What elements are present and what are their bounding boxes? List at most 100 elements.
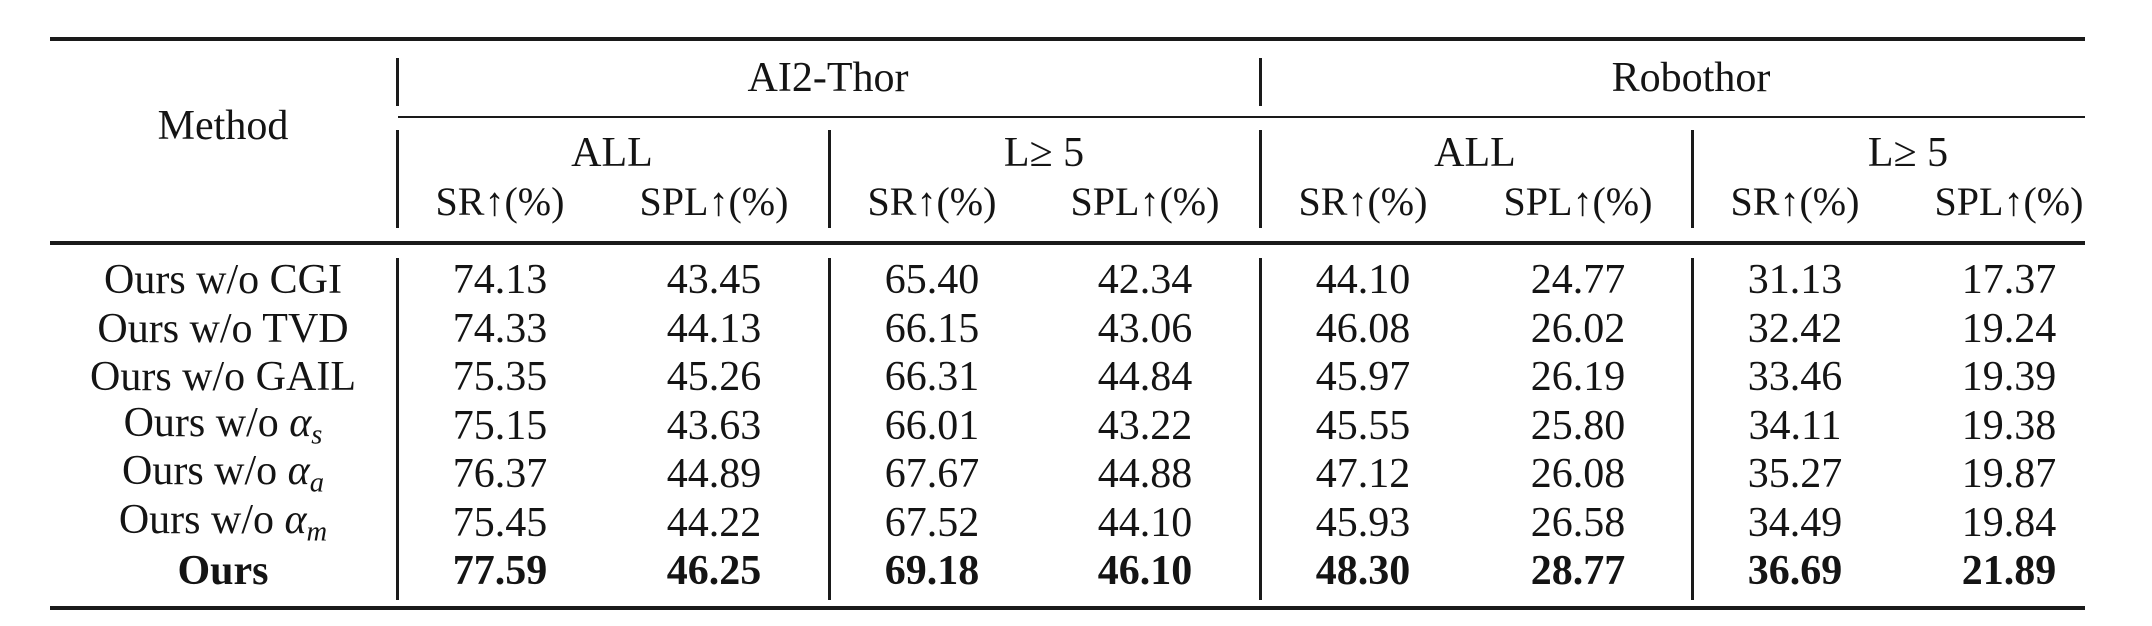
method-separator-mid <box>396 130 399 228</box>
value-cell: 66.15 <box>884 305 980 352</box>
dataset-underline-rule <box>398 116 2085 118</box>
value-cell: 74.13 <box>452 257 548 303</box>
value-cell: 45.97 <box>1315 354 1411 400</box>
value-cell: 44.13 <box>666 305 762 352</box>
method-cell: Ours w/o CGI <box>104 259 342 301</box>
metric-header-1: SR↑(%) <box>435 179 565 224</box>
value-cell: 33.46 <box>1747 354 1843 400</box>
method-cell: Ours w/o αs <box>124 402 323 450</box>
value-cell: 75.15 <box>452 402 548 449</box>
metric-header-3: SR↑(%) <box>867 179 997 224</box>
dataset-separator-body <box>1259 258 1262 600</box>
value-cell: 31.13 <box>1747 257 1843 303</box>
subset-header-robo-long: L≥ 5 <box>1867 130 1949 176</box>
top-rule <box>50 37 2085 41</box>
header-bottom-rule <box>50 241 2085 245</box>
metric-header-7: SR↑(%) <box>1730 179 1860 224</box>
value-cell: 36.69 <box>1747 548 1843 594</box>
value-cell: 35.27 <box>1747 451 1843 497</box>
value-cell: 32.42 <box>1747 305 1843 352</box>
value-cell: 24.77 <box>1530 257 1626 303</box>
value-cell: 19.24 <box>1961 305 2057 352</box>
metric-header-8: SPL↑(%) <box>1934 179 2084 224</box>
method-cell: Ours w/o TVD <box>97 308 348 350</box>
value-cell: 46.10 <box>1097 548 1193 594</box>
alpha-symbol: α <box>287 448 310 495</box>
value-cell: 26.02 <box>1530 305 1626 352</box>
method-separator-top <box>396 58 399 106</box>
method-name: Ours w/o <box>123 399 290 446</box>
method-separator-body <box>396 258 399 600</box>
value-cell: 65.40 <box>884 257 980 303</box>
subset-separator-2-mid <box>1691 130 1694 228</box>
value-cell: 76.37 <box>452 451 548 497</box>
value-cell: 43.06 <box>1097 305 1193 352</box>
value-cell: 19.39 <box>1961 354 2057 400</box>
value-cell: 43.45 <box>666 257 762 303</box>
value-cell: 19.84 <box>1961 499 2057 546</box>
metric-header-2: SPL↑(%) <box>639 179 789 224</box>
value-cell: 42.34 <box>1097 257 1193 303</box>
dataset-separator-top <box>1259 58 1262 106</box>
metric-header-6: SPL↑(%) <box>1503 179 1653 224</box>
subset-separator-2-body <box>1691 258 1694 600</box>
dataset-header-ai2thor: AI2-Thor <box>747 55 909 101</box>
value-cell: 45.55 <box>1315 402 1411 449</box>
value-cell: 44.88 <box>1097 451 1193 497</box>
value-cell: 47.12 <box>1315 451 1411 497</box>
value-cell: 44.22 <box>666 499 762 546</box>
value-cell: 75.45 <box>452 499 548 546</box>
value-cell: 43.63 <box>666 402 762 449</box>
value-cell: 26.58 <box>1530 499 1626 546</box>
value-cell: 69.18 <box>884 548 980 594</box>
subset-header-robo-all: ALL <box>1434 130 1516 176</box>
value-cell: 46.25 <box>666 548 762 594</box>
value-cell: 48.30 <box>1315 548 1411 594</box>
value-cell: 66.01 <box>884 402 980 449</box>
subset-separator-1-body <box>828 258 831 600</box>
method-cell: Ours <box>177 550 268 592</box>
method-header: Method <box>157 103 289 149</box>
value-cell: 75.35 <box>452 354 548 400</box>
value-cell: 43.22 <box>1097 402 1193 449</box>
value-cell: 45.93 <box>1315 499 1411 546</box>
method-name: Ours w/o <box>122 448 288 495</box>
subset-separator-1-mid <box>828 130 831 228</box>
value-cell: 44.10 <box>1097 499 1193 546</box>
alpha-subscript: m <box>306 515 328 547</box>
alpha-symbol: α <box>289 399 312 446</box>
method-name: Ours <box>177 548 269 594</box>
value-cell: 44.84 <box>1097 354 1193 400</box>
value-cell: 21.89 <box>1961 548 2057 594</box>
metric-header-5: SR↑(%) <box>1298 179 1428 224</box>
subset-header-ai2-long: L≥ 5 <box>1003 130 1085 176</box>
method-cell: Ours w/o αm <box>119 499 327 547</box>
value-cell: 67.52 <box>884 499 980 546</box>
value-cell: 46.08 <box>1315 305 1411 352</box>
method-name: Ours w/o GAIL <box>90 354 356 400</box>
method-name: Ours w/o CGI <box>104 257 342 303</box>
value-cell: 19.38 <box>1961 402 2057 449</box>
dataset-header-robothor: Robothor <box>1611 55 1771 101</box>
value-cell: 26.08 <box>1530 451 1626 497</box>
alpha-symbol: α <box>284 496 307 543</box>
value-cell: 44.89 <box>666 451 762 497</box>
value-cell: 34.49 <box>1747 499 1843 546</box>
dataset-separator-mid <box>1259 130 1262 228</box>
value-cell: 34.11 <box>1748 402 1842 449</box>
value-cell: 74.33 <box>452 305 548 352</box>
value-cell: 28.77 <box>1530 548 1626 594</box>
bottom-rule <box>50 606 2085 610</box>
method-cell: Ours w/o αa <box>122 450 324 498</box>
method-name: Ours w/o <box>118 496 285 543</box>
value-cell: 17.37 <box>1961 257 2057 303</box>
alpha-subscript: a <box>309 467 324 499</box>
value-cell: 25.80 <box>1530 402 1626 449</box>
value-cell: 45.26 <box>666 354 762 400</box>
value-cell: 66.31 <box>884 354 980 400</box>
value-cell: 67.67 <box>884 451 980 497</box>
value-cell: 26.19 <box>1530 354 1626 400</box>
subset-header-ai2-all: ALL <box>571 130 653 176</box>
metric-header-4: SPL↑(%) <box>1070 179 1220 224</box>
